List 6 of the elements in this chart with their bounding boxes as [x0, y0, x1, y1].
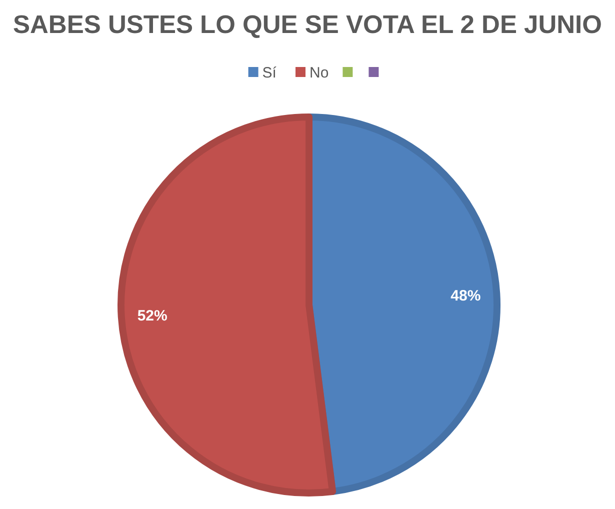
- chart-title: SABES USTES LO QUE SE VOTA EL 2 DE JUNIO: [13, 11, 602, 39]
- data-label: 48%: [450, 288, 481, 305]
- legend-label: No: [310, 64, 329, 82]
- legend-label: Sí: [262, 64, 278, 82]
- pie-slice: [118, 114, 336, 496]
- data-label: 52%: [137, 307, 168, 324]
